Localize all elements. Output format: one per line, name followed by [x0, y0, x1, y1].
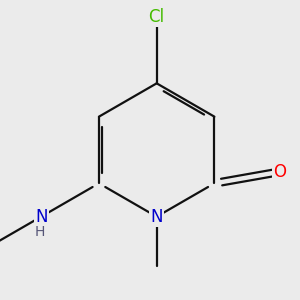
Text: H: H — [34, 225, 45, 239]
Text: N: N — [150, 208, 163, 226]
Text: O: O — [274, 163, 286, 181]
Text: N: N — [35, 208, 47, 226]
Text: Cl: Cl — [148, 8, 165, 26]
